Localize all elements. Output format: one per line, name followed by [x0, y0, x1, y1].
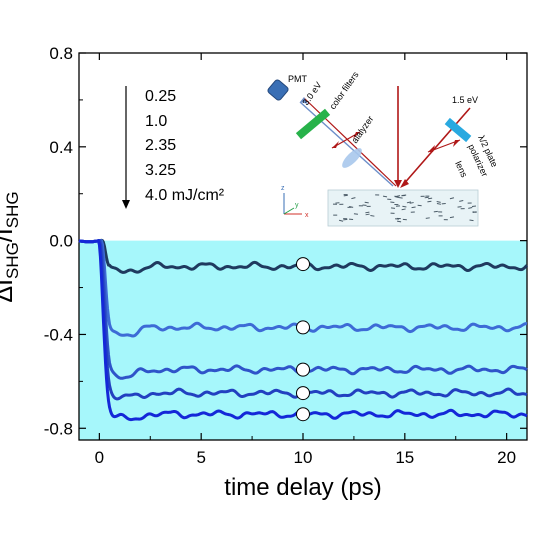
- y-axis-title: ΔISHG/ISHG: [0, 191, 22, 302]
- sample-dash: [472, 211, 477, 213]
- sample-dash: [436, 200, 441, 203]
- sample-dash: [351, 197, 356, 200]
- sample-dash: [471, 205, 477, 207]
- x-tick-label: 20: [497, 448, 516, 467]
- shaded-region: [79, 240, 527, 440]
- legend: 0.25 1.0 2.35 3.25 4.0 mJ/cm²: [122, 86, 225, 209]
- probe-beam-incoming: [401, 107, 471, 187]
- data-marker-3: [296, 386, 310, 401]
- data-markers: [296, 257, 310, 422]
- x-tick-label: 5: [196, 448, 205, 467]
- probe-energy-label: 3.0 eV: [300, 80, 323, 107]
- sample-dash: [459, 199, 464, 202]
- sample-dash: [417, 204, 422, 207]
- sample-dash: [364, 201, 369, 204]
- x-tick-label: 0: [95, 448, 104, 467]
- shg-beam: [299, 101, 394, 187]
- legend-value-3: 3.25: [145, 162, 176, 179]
- y-title-sub2: SHG: [3, 191, 22, 228]
- y-title-sub1: SHG: [3, 242, 22, 279]
- probe-beam-arrow: [400, 179, 409, 188]
- data-marker-0: [296, 257, 310, 272]
- legend-value-1: 1.0: [145, 113, 167, 130]
- sample-dash: [343, 194, 348, 197]
- y-tick-label: -0.4: [44, 325, 73, 344]
- legend-value-4: 4.0 mJ/cm²: [145, 187, 225, 204]
- color-filters-label: color filters: [327, 69, 360, 111]
- sample-dash: [398, 197, 403, 199]
- z-axis-label: z: [281, 185, 285, 192]
- x-axis-title: time delay (ps): [224, 474, 381, 501]
- sample-dash: [406, 201, 412, 204]
- sample-dash: [411, 206, 416, 209]
- y-tick-label: 0.8: [49, 44, 73, 63]
- y-tick-label: -0.8: [44, 419, 73, 438]
- y-axis-line: [283, 207, 295, 215]
- sample-dash: [338, 219, 344, 222]
- arrowhead-b: [353, 132, 360, 139]
- arrowhead-a: [332, 141, 339, 148]
- sample-dash: [425, 217, 430, 219]
- pump-energy-label: 1.5 eV: [452, 95, 478, 105]
- sample-dash: [427, 200, 432, 203]
- sample-dash: [436, 202, 442, 205]
- x-tick-label: 15: [395, 448, 414, 467]
- y-axis-label: y: [295, 202, 299, 209]
- sample-dash: [424, 196, 429, 199]
- lens-element: [342, 148, 362, 168]
- sample-texture: [332, 194, 477, 223]
- sample-dash: [343, 218, 348, 221]
- sample-dash: [409, 202, 414, 204]
- sample-dash: [370, 214, 375, 217]
- arrowhead-c: [428, 145, 435, 152]
- legend-value-2: 2.35: [145, 137, 176, 154]
- x-axis-label: x: [305, 212, 309, 219]
- y-tick-label: 0.0: [49, 232, 73, 251]
- sample-dash: [365, 211, 370, 214]
- half-wave-plate-element: [444, 117, 472, 143]
- sample-dash: [449, 216, 455, 219]
- legend-value-0: 0.25: [145, 88, 176, 105]
- sample-dash: [468, 206, 473, 209]
- sample-dash: [457, 206, 462, 208]
- analyzer-label: alalyzer: [349, 114, 375, 145]
- sample-dash: [428, 197, 433, 200]
- data-marker-1: [296, 320, 310, 335]
- data-marker-2: [296, 362, 310, 377]
- y-tick-label: 0.4: [49, 138, 73, 157]
- y-title-sep: /I: [0, 228, 18, 242]
- reflected-beam: [303, 97, 397, 187]
- sample-dash: [397, 220, 402, 223]
- y-title-main: ΔI: [0, 279, 18, 303]
- data-marker-4: [296, 407, 310, 422]
- sample-dash: [390, 201, 395, 204]
- shg-beam-arrow: [300, 97, 308, 104]
- arrowhead-d: [453, 140, 460, 147]
- pump-beam-arrow: [394, 180, 402, 188]
- sample-dash: [365, 213, 370, 216]
- sample-dash: [402, 205, 407, 208]
- lens-label: lens: [453, 160, 469, 180]
- sample-dash: [382, 195, 388, 198]
- sample-dash: [401, 208, 406, 211]
- pmt-label: PMT: [288, 74, 308, 84]
- tick-labels: 0 5 10 15 20 0.8 0.4 0.0 -0.4 -0.8: [44, 44, 516, 467]
- sample-dash: [394, 195, 399, 198]
- color-filters-element: [295, 108, 331, 140]
- legend-arrow-head: [122, 200, 130, 209]
- setup-inset: PMT 3.0 eV color filters alalyzer 1.5 eV…: [267, 69, 500, 227]
- pmt-detector: [267, 79, 289, 101]
- sample-dash: [449, 197, 455, 200]
- x-tick-label: 10: [294, 448, 313, 467]
- sample-dash: [469, 219, 474, 222]
